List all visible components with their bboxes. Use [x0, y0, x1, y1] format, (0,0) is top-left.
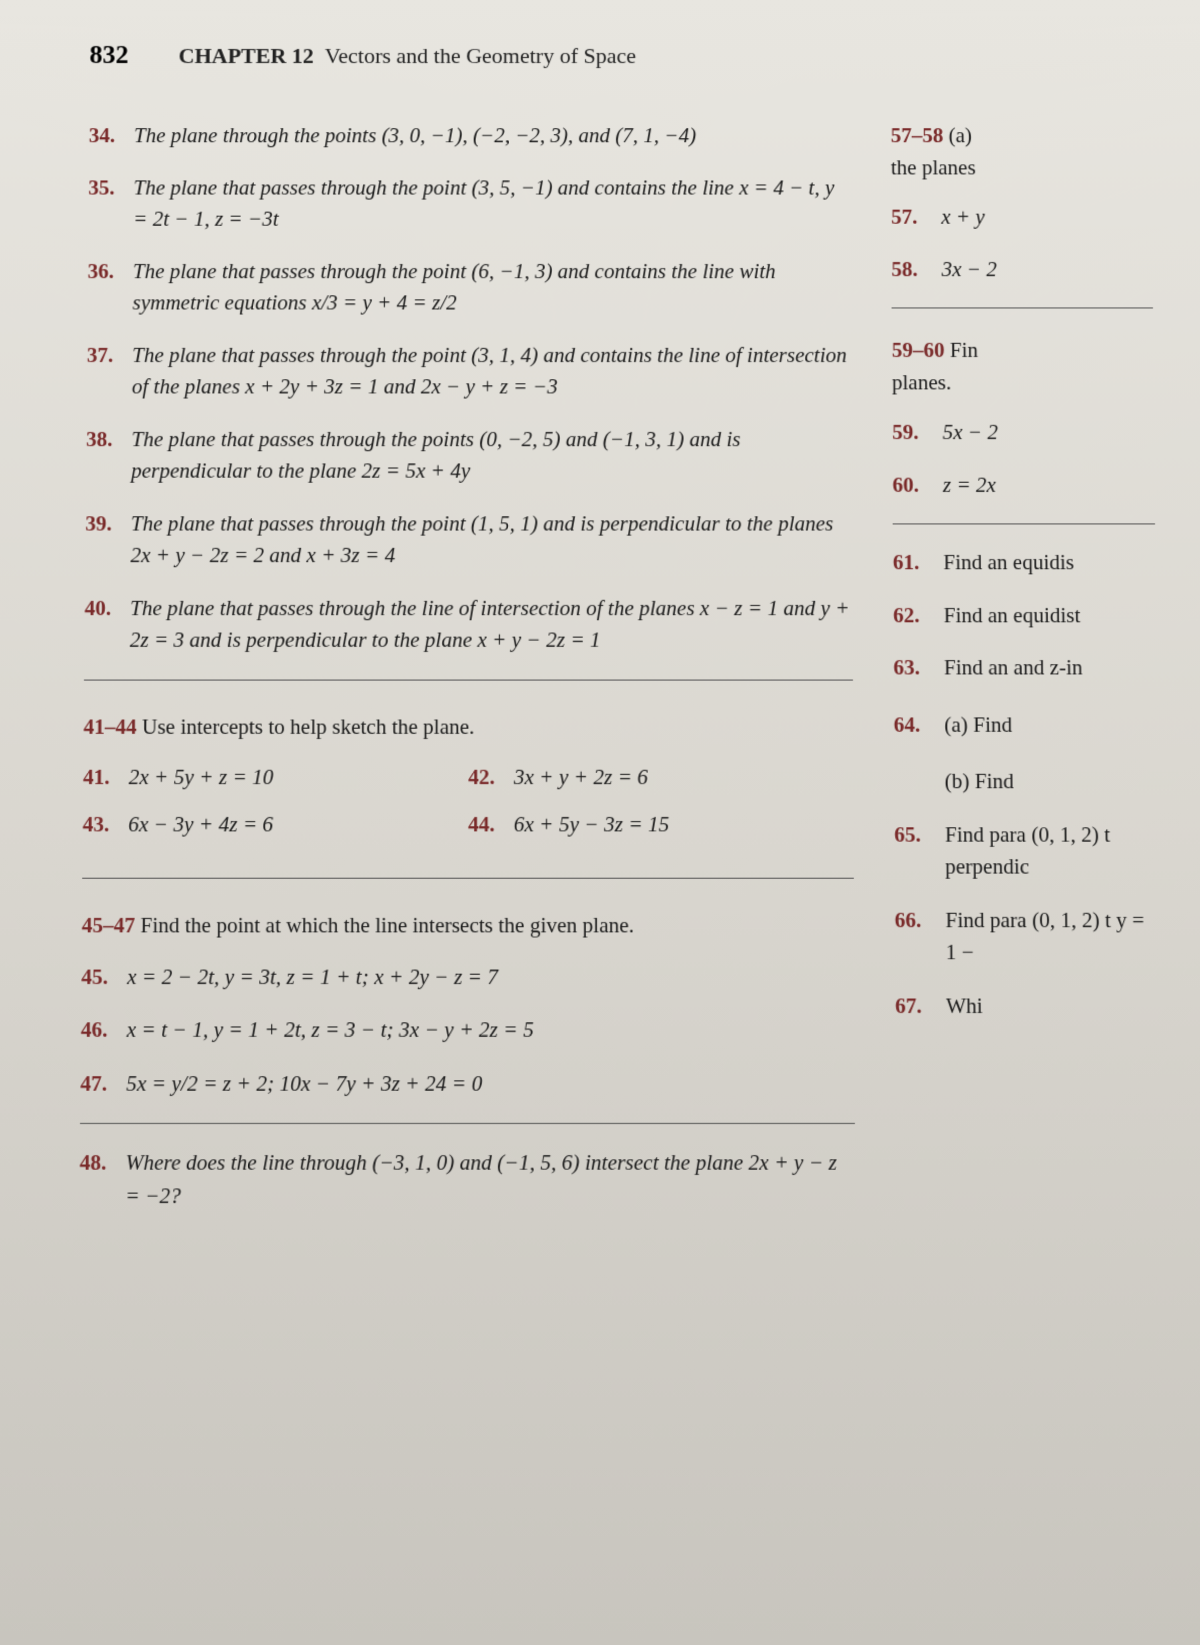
problem-number: 36.	[87, 255, 133, 319]
problem-text: Find an equidist	[944, 599, 1157, 631]
problem-text: 5x = y/2 = z + 2; 10x − 7y + 3z + 24 = 0	[126, 1067, 855, 1100]
problem-number: 41.	[83, 762, 129, 794]
problem: 64.(a) Find	[894, 709, 1158, 741]
problem: 39.The plane that passes through the poi…	[85, 508, 853, 572]
problem-number: 39.	[85, 508, 131, 572]
problem-number: 42.	[468, 762, 514, 794]
divider	[892, 307, 1153, 308]
divider	[893, 523, 1155, 524]
problem-text: The plane that passes through the point …	[133, 172, 851, 235]
problem: 43.6x − 3y + 4z = 6	[83, 808, 469, 840]
problem: 42.3x + y + 2z = 6	[468, 762, 853, 794]
problem: 59.5x − 2	[892, 417, 1154, 449]
problem-text: Where does the line through (−3, 1, 0) a…	[125, 1147, 855, 1213]
problem-number: 57.	[891, 202, 941, 234]
problem: (b) Find	[894, 766, 1158, 798]
problem-text: The plane that passes through the point …	[132, 339, 852, 403]
problem-number: 43.	[83, 808, 129, 840]
problem: 36.The plane that passes through the poi…	[87, 255, 851, 319]
problem-text: (b) Find	[945, 766, 1158, 798]
problem-number: 46.	[81, 1014, 127, 1047]
problem-number: 63.	[893, 652, 944, 684]
problem-text: (a) Find	[944, 709, 1157, 741]
problem-text: x = 2 − 2t, y = 3t, z = 1 + t; x + 2y − …	[127, 961, 854, 994]
problem-number: 38.	[86, 423, 132, 487]
problem-text: 2x + 5y + z = 10	[129, 762, 469, 794]
problem: 57.x + y	[891, 202, 1152, 234]
problem-number: 45.	[81, 961, 127, 994]
problem-text: 3x + y + 2z = 6	[514, 762, 854, 794]
page-header: 832 CHAPTER 12 Vectors and the Geometry …	[89, 40, 1200, 70]
page-number: 832	[89, 40, 128, 70]
problem: 62.Find an equidist	[893, 599, 1156, 631]
problem-text: Find an and z-in	[944, 652, 1157, 684]
problem-number: 34.	[89, 120, 134, 152]
problem-text: Whi	[946, 990, 1160, 1023]
problem: 47.5x = y/2 = z + 2; 10x − 7y + 3z + 24 …	[80, 1067, 855, 1100]
problem-text: The plane that passes through the point …	[132, 255, 851, 319]
problem-number	[894, 766, 945, 798]
problem-number: 40.	[84, 592, 130, 656]
problem-number: 66.	[895, 904, 946, 969]
problem-number: 44.	[468, 808, 514, 840]
chapter-title: CHAPTER 12 Vectors and the Geometry of S…	[178, 43, 636, 69]
problem: 58.3x − 2	[891, 253, 1152, 285]
problem-text: The plane that passes through the point …	[130, 508, 852, 572]
divider	[80, 1123, 855, 1124]
divider	[84, 679, 853, 680]
problem: 63.Find an and z-in	[893, 652, 1156, 684]
problem-67: 67. Whi	[895, 990, 1160, 1023]
problem: 35.The plane that passes through the poi…	[88, 172, 851, 235]
right-column: 57–58 (a) the planes 57.x + y58.3x − 2 5…	[891, 120, 1162, 1233]
problem: 61.Find an equidis	[893, 547, 1156, 579]
problem-number: 60.	[892, 469, 943, 501]
problem-number: 59.	[892, 417, 943, 449]
problem-text: 3x − 2	[942, 253, 1153, 285]
problem-text: x = t − 1, y = 1 + 2t, z = 3 − t; 3x − y…	[127, 1014, 855, 1047]
problem-48: 48. Where does the line through (−3, 1, …	[79, 1147, 855, 1213]
problem: 44.6x + 5y − 3z = 15	[468, 808, 854, 840]
problem-number: 37.	[86, 339, 132, 403]
problem: 65.Find para (0, 1, 2) t perpendic	[894, 819, 1158, 884]
problem-text: z = 2x	[943, 469, 1155, 501]
problem-text: x + y	[941, 202, 1152, 234]
problem-text: The plane through the points (3, 0, −1),…	[134, 120, 851, 152]
section-41-44-head: 41–44 Use intercepts to help sketch the …	[83, 711, 853, 743]
problem-text: The plane that passes through the points…	[131, 423, 852, 487]
problem-number: 58.	[891, 253, 941, 285]
problem: 34.The plane through the points (3, 0, −…	[89, 120, 851, 152]
problem: 60.z = 2x	[892, 469, 1154, 501]
problem-text: 5x − 2	[942, 417, 1154, 449]
problem: 66.Find para (0, 1, 2) t y = 1 −	[895, 904, 1160, 969]
problem-number: 65.	[894, 819, 945, 884]
problem-text: Find an equidis	[943, 547, 1155, 579]
divider	[82, 878, 854, 879]
problem-number: 48.	[79, 1147, 125, 1213]
section-45-47-head: 45–47 Find the point at which the line i…	[82, 910, 855, 943]
problem-number: 61.	[893, 547, 944, 579]
problem-number: 62.	[893, 599, 944, 631]
problem: 41.2x + 5y + z = 10	[83, 762, 468, 794]
problem: 40.The plane that passes through the lin…	[84, 592, 853, 656]
section-57-58: 57–58 (a) the planes 57.x + y58.3x − 2	[891, 120, 1153, 285]
problem-text: 6x − 3y + 4z = 6	[128, 808, 468, 840]
problem: 37.The plane that passes through the poi…	[86, 339, 851, 403]
problem: 46.x = t − 1, y = 1 + 2t, z = 3 − t; 3x …	[81, 1014, 855, 1047]
problem-number: 47.	[80, 1067, 126, 1100]
problem-text: Find para (0, 1, 2) t perpendic	[945, 819, 1159, 884]
problem: 38.The plane that passes through the poi…	[86, 423, 852, 487]
problem-number: 64.	[894, 709, 945, 741]
left-column: 34.The plane through the points (3, 0, −…	[79, 120, 855, 1233]
section-59-60: 59–60 Fin planes. 59.5x − 260.z = 2x	[892, 335, 1155, 501]
problem-number: 35.	[88, 172, 134, 235]
problem-number: 67.	[895, 990, 946, 1023]
problem-text: The plane that passes through the line o…	[130, 592, 853, 656]
problem-text: Find para (0, 1, 2) t y = 1 −	[945, 904, 1159, 969]
problem-text: 6x + 5y − 3z = 15	[514, 808, 854, 840]
problem: 45.x = 2 − 2t, y = 3t, z = 1 + t; x + 2y…	[81, 961, 854, 994]
